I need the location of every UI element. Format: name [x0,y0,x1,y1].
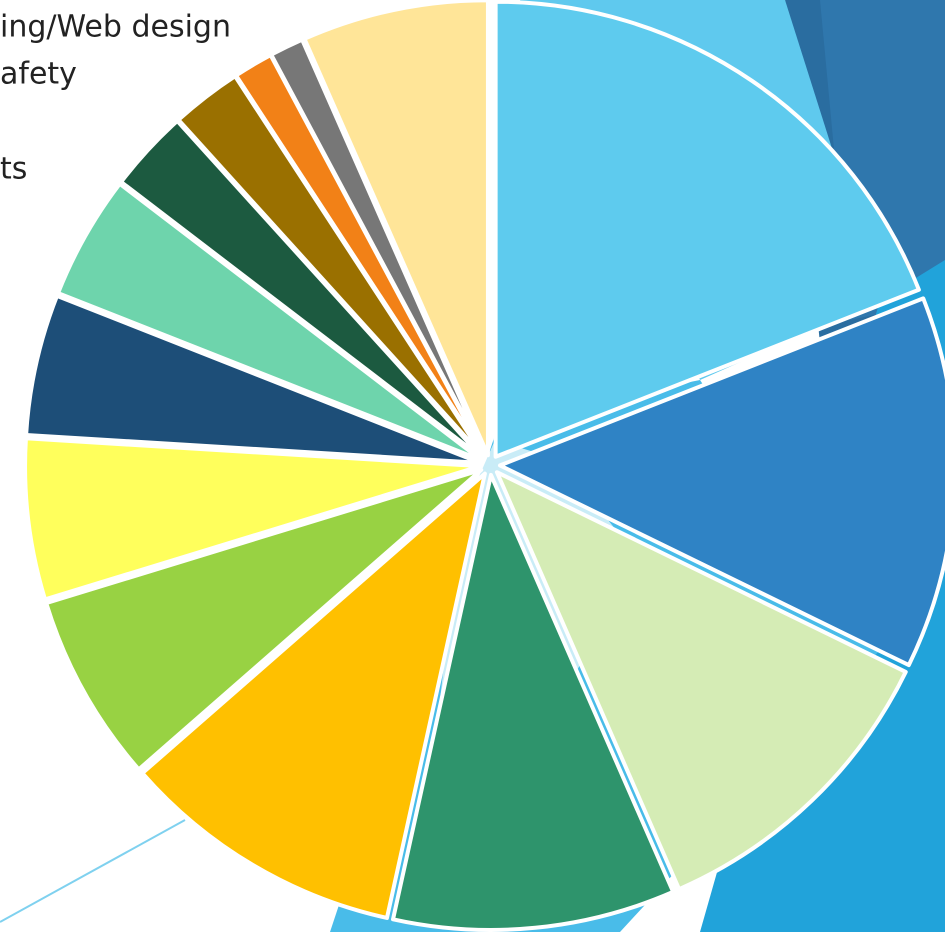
pie-slice [391,472,676,932]
pie-slice [302,0,490,458]
legend-fragment: ing/Web design [0,10,231,45]
pie-slice [140,471,487,920]
pie-slice [24,293,483,465]
pie [23,0,945,932]
pie-slice [497,296,945,668]
pie-slice [23,436,483,602]
pie-slice [494,470,908,892]
pie-slice [56,181,484,463]
pie-slice [493,0,921,459]
legend-fragment: afety [0,57,77,92]
legend-fragment: ts [0,152,27,187]
pie-slice [44,467,484,772]
pie-slice [269,37,488,459]
